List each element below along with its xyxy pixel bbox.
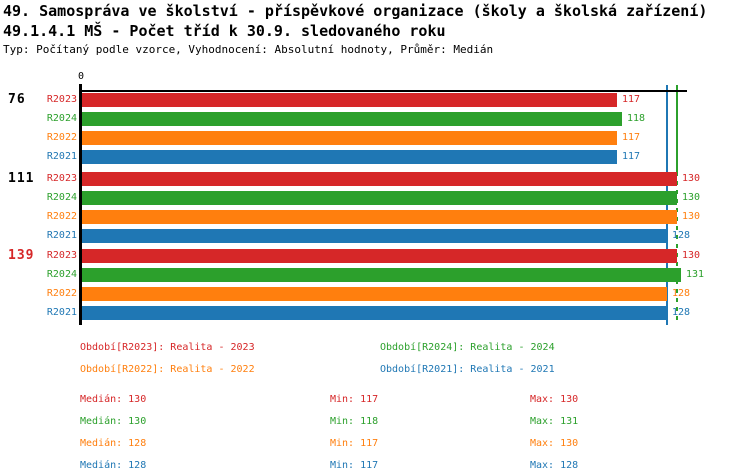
stat-min-R2022: Min: 117: [330, 438, 379, 449]
row-label-R2023-group-111: R2023: [46, 173, 77, 184]
bar-R2022-group-139: [82, 287, 667, 301]
row-label-R2021-group-111: R2021: [46, 230, 77, 241]
group-label-139: 139: [8, 248, 35, 263]
stat-median-R2021: Medián: 128: [80, 460, 147, 471]
bar-R2024-group-76: [82, 112, 622, 126]
bar-value-R2024-group-76: 118: [627, 113, 646, 124]
group-label-111: 111: [8, 171, 35, 186]
report-title: 49. Samospráva ve školství - příspěvkové…: [3, 2, 708, 20]
row-label-R2024-group-139: R2024: [46, 269, 77, 280]
legend-item-R2022: Období[R2022]: Realita - 2022: [80, 364, 255, 375]
stat-min-R2024: Min: 118: [330, 416, 379, 427]
bar-value-R2022-group-76: 117: [622, 132, 641, 143]
stat-median-R2024: Medián: 130: [80, 416, 147, 427]
bar-value-R2021-group-139: 128: [672, 307, 691, 318]
reference-line-128: [666, 85, 668, 325]
legend-item-R2023: Období[R2023]: Realita - 2023: [80, 342, 255, 353]
bar-R2021-group-76: [82, 150, 617, 164]
row-label-R2022-group-139: R2022: [46, 288, 77, 299]
row-label-R2023-group-76: R2023: [46, 94, 77, 105]
bar-value-R2021-group-111: 128: [672, 230, 691, 241]
bar-R2024-group-111: [82, 191, 677, 205]
bar-value-R2022-group-139: 128: [672, 288, 691, 299]
row-label-R2021-group-139: R2021: [46, 307, 77, 318]
stat-median-R2022: Medián: 128: [80, 438, 147, 449]
bar-value-R2022-group-111: 130: [682, 211, 701, 222]
row-label-R2024-group-111: R2024: [46, 192, 77, 203]
reference-line-130-dashed-part: [676, 172, 678, 325]
bar-value-R2023-group-139: 130: [682, 250, 701, 261]
reference-line-130-solid-part: [676, 85, 678, 172]
stat-min-R2021: Min: 117: [330, 460, 379, 471]
stat-max-R2024: Max: 131: [530, 416, 579, 427]
group-label-76: 76: [8, 92, 26, 107]
stat-min-R2023: Min: 117: [330, 394, 379, 405]
row-label-R2024-group-76: R2024: [46, 113, 77, 124]
chart-subtitle: Typ: Počítaný podle vzorce, Vyhodnocení:…: [3, 43, 494, 56]
bar-R2023-group-139: [82, 249, 677, 263]
y-axis-line: [79, 84, 82, 325]
row-label-R2023-group-139: R2023: [46, 250, 77, 261]
bar-R2021-group-111: [82, 229, 667, 243]
row-label-R2021-group-76: R2021: [46, 151, 77, 162]
chart-title: 49.1.4.1 MŠ - Počet tříd k 30.9. sledova…: [3, 22, 446, 40]
stat-max-R2021: Max: 128: [530, 460, 579, 471]
bar-value-R2024-group-111: 130: [682, 192, 701, 203]
bar-R2023-group-76: [82, 93, 617, 107]
bar-value-R2023-group-76: 117: [622, 94, 641, 105]
stat-median-R2023: Medián: 130: [80, 394, 147, 405]
legend-item-R2024: Období[R2024]: Realita - 2024: [380, 342, 555, 353]
bar-value-R2023-group-111: 130: [682, 173, 701, 184]
legend-item-R2021: Období[R2021]: Realita - 2021: [380, 364, 555, 375]
x-axis-line: [79, 90, 687, 92]
bar-value-R2021-group-76: 117: [622, 151, 641, 162]
bar-R2024-group-139: [82, 268, 681, 282]
row-label-R2022-group-76: R2022: [46, 132, 77, 143]
stat-max-R2023: Max: 130: [530, 394, 579, 405]
bar-R2021-group-139: [82, 306, 667, 320]
bar-value-R2024-group-139: 131: [686, 269, 705, 280]
x-axis-origin-tick-label: 0: [77, 71, 85, 82]
bar-R2022-group-111: [82, 210, 677, 224]
bar-R2022-group-76: [82, 131, 617, 145]
row-label-R2022-group-111: R2022: [46, 211, 77, 222]
stat-max-R2022: Max: 130: [530, 438, 579, 449]
bar-R2023-group-111: [82, 172, 677, 186]
